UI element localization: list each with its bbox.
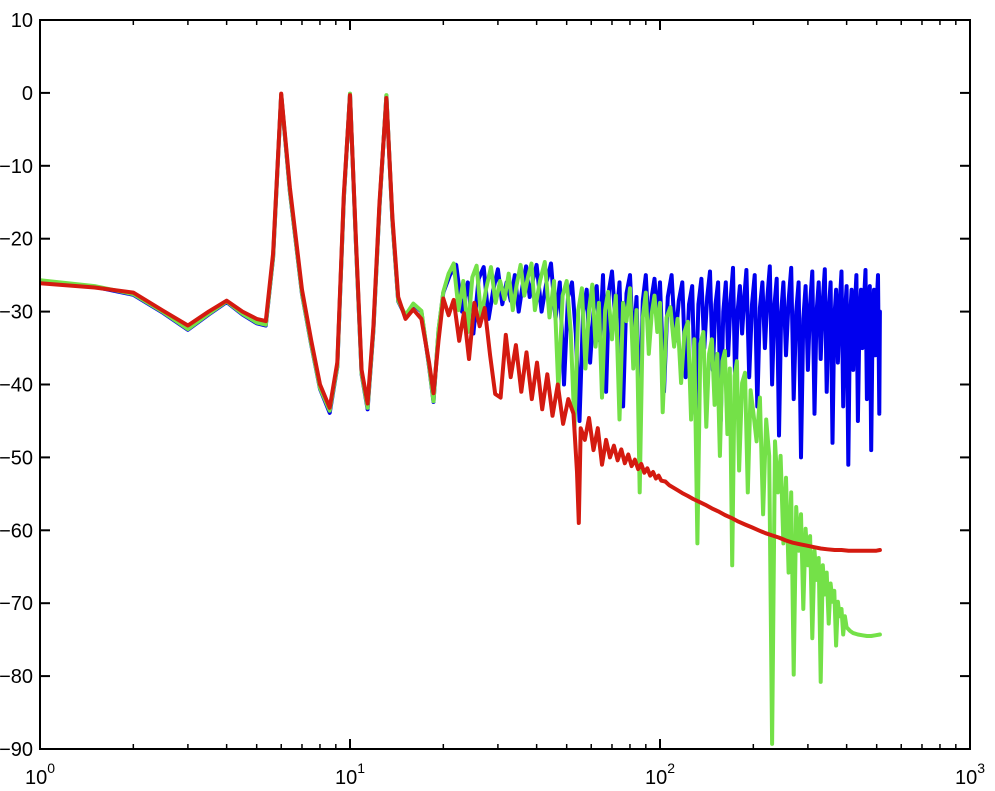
x-tick-label-exponent: 2 [667,760,675,776]
x-tick-label: 103 [955,760,985,789]
y-tick-label: −50 [0,447,33,469]
y-tick-label: 10 [11,10,33,32]
x-tick-label-exponent: 0 [47,760,55,776]
series-red-line [40,91,882,553]
y-tick-label: −80 [0,666,33,688]
y-tick-label: −90 [0,739,33,761]
y-tick-label: 0 [22,83,33,105]
y-tick-label: −20 [0,229,33,251]
series-group [40,91,882,746]
x-tick-label: 102 [645,760,675,789]
y-tick-label: −40 [0,375,33,397]
x-tick-label: 101 [335,760,365,789]
y-tick-label: −70 [0,593,33,615]
x-tick-label-exponent: 1 [357,760,365,776]
y-tick-label: −10 [0,156,33,178]
x-tick-label: 100 [25,760,55,789]
series-green-line [40,91,882,746]
y-tick-label: −30 [0,302,33,324]
y-tick-label: −60 [0,520,33,542]
x-tick-label-exponent: 3 [977,760,985,776]
